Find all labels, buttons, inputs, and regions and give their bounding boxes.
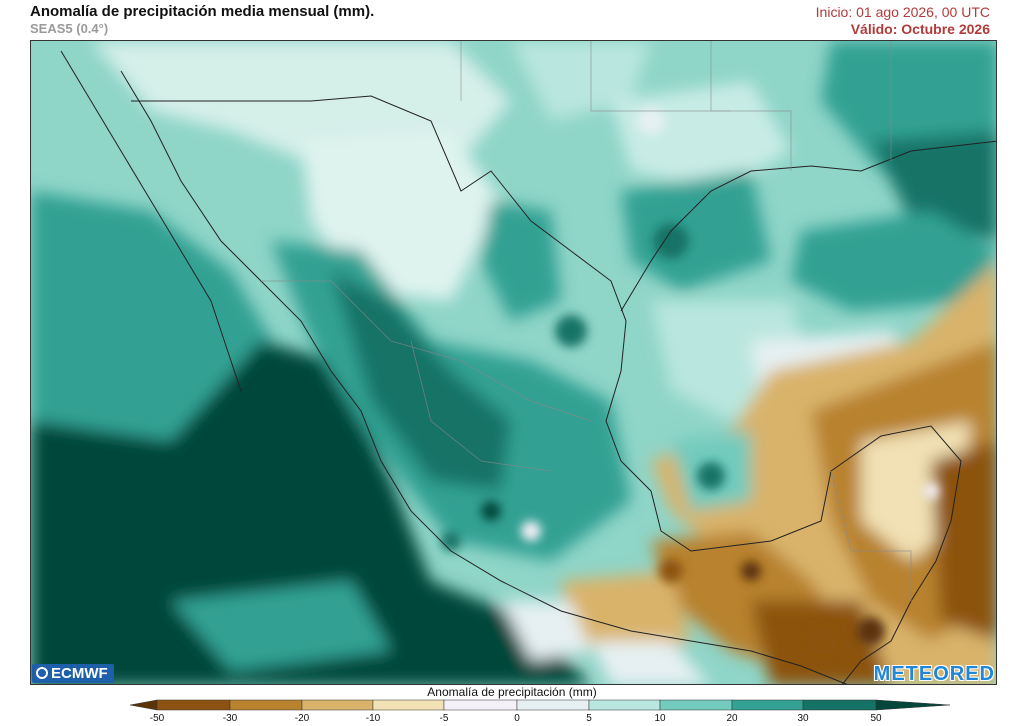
colorbar-tick-label: -20 [294,713,310,724]
colorbar-segment [588,699,661,711]
colorbar-segment [875,699,951,711]
ecmwf-logo: ECMWF [32,664,114,683]
precipitation-anomaly-map [30,40,997,685]
colorbar-segment [301,699,374,711]
colorbar-segment [129,699,158,711]
colorbar-segment [516,699,590,711]
colorbar-tick-label: 0 [514,713,520,724]
ecmwf-logo-text: ECMWF [51,665,108,682]
meteored-logo: METEORED [873,663,995,685]
ecmwf-logo-icon [36,667,48,679]
anomaly-spots [441,107,939,655]
colorbar-segment [802,699,877,711]
colorbar-tick-label: 10 [654,713,666,724]
colorbar-segment [156,699,231,711]
coastlines [60,50,996,684]
map-canvas [31,41,996,684]
colorbar-segment [372,699,445,711]
init-time: Inicio: 01 ago 2026, 00 UTC [815,4,990,20]
colorbar-tick-label: 20 [726,713,738,724]
colorbar-tick-label: -30 [222,713,238,724]
map-title: Anomalía de precipitación media mensual … [30,3,375,20]
valid-time: Válido: Octubre 2026 [850,21,990,37]
anomaly-field [31,41,996,684]
colorbar-segment [659,699,733,711]
colorbar-title: Anomalía de precipitación (mm) [427,685,597,699]
colorbar-tick-label: -10 [365,713,381,724]
colorbar-tick-label: -50 [149,713,165,724]
model-label: SEAS5 (0.4°) [30,21,109,36]
colorbar-segment [731,699,804,711]
colorbar-tick-label: 5 [586,713,592,724]
colorbar-tick-label: -5 [439,713,449,724]
state-borders [261,41,912,601]
colorbar-tick-label: 30 [797,713,809,724]
colorbar-segment [229,699,303,711]
colorbar [129,699,951,711]
colorbar-segment [443,699,518,711]
colorbar-tick-label: 50 [870,713,882,724]
